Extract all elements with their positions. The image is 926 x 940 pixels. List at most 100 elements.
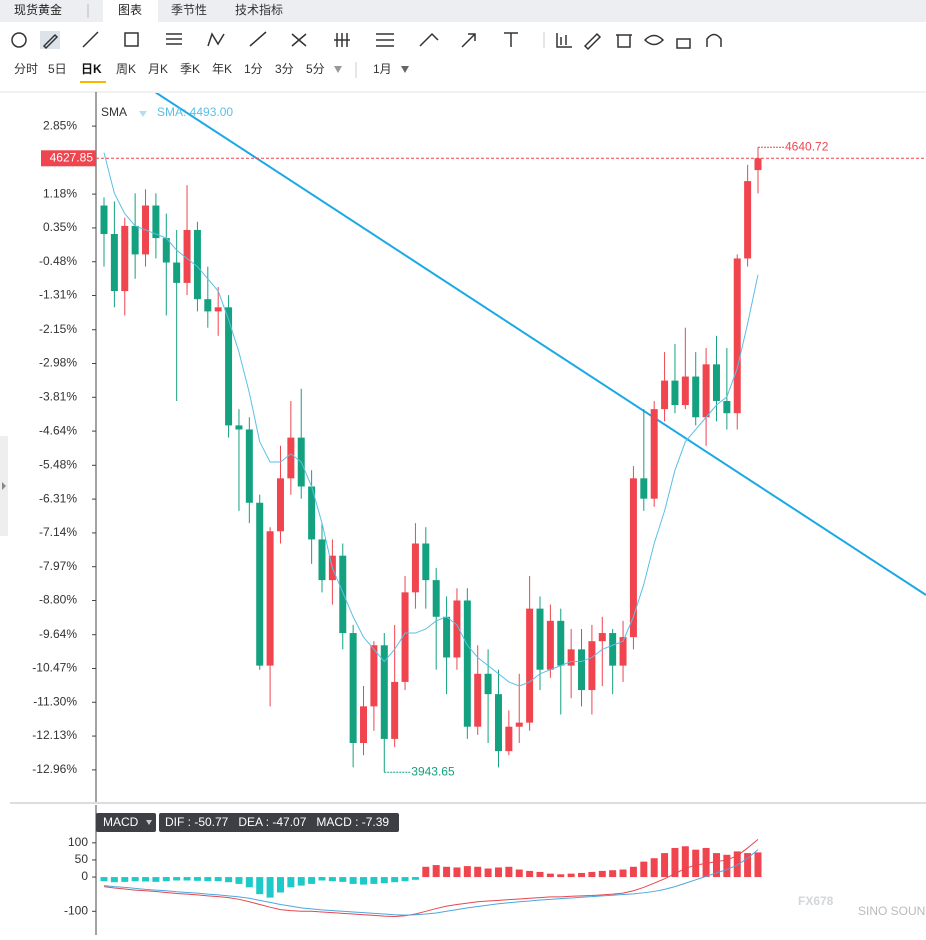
macd-bar [204, 877, 211, 881]
tool-icon[interactable] [677, 39, 690, 48]
indicator-name: MACD [103, 815, 139, 829]
tab[interactable]: 技术指标 [235, 2, 283, 17]
range-select[interactable]: 1月 [373, 62, 392, 76]
period-tab[interactable]: 月K [148, 62, 168, 76]
candle-body [339, 556, 346, 633]
tool-icon[interactable] [616, 35, 632, 47]
tool-icon[interactable] [504, 33, 518, 47]
dropdown-icon [139, 111, 147, 117]
y-tick-label: 100 [68, 835, 88, 849]
tool-icon[interactable] [585, 34, 600, 49]
tool-icon[interactable] [420, 34, 438, 46]
macd-bar [682, 846, 689, 877]
tool-icon[interactable] [83, 32, 98, 47]
macd-bar [588, 872, 595, 877]
candle-body [163, 238, 170, 262]
y-tick-label: -3.81% [39, 389, 77, 403]
candle-body [204, 299, 211, 311]
tool-icon[interactable] [376, 34, 394, 46]
tool-icon[interactable] [462, 34, 475, 47]
macd-bar [557, 874, 564, 877]
y-tick-label: 2.85% [43, 118, 77, 132]
tool-icon[interactable] [125, 33, 138, 46]
y-tick-label: -8.80% [39, 593, 77, 607]
candle-body [225, 307, 232, 425]
candle-body [734, 258, 741, 413]
indicator-readout: SMA: 4493.00 [157, 105, 233, 119]
tool-icon[interactable] [557, 33, 572, 47]
macd-bar [184, 877, 191, 880]
candle-body [350, 633, 357, 743]
candle-body [526, 609, 533, 723]
candle-body [370, 645, 377, 706]
macd-bar [578, 873, 585, 877]
macd-bar [277, 877, 284, 892]
trend-line[interactable] [155, 92, 926, 595]
macd-bar [453, 867, 460, 877]
tool-icon[interactable] [208, 34, 224, 46]
macd-bar [505, 867, 512, 877]
macd-bar [173, 877, 180, 880]
toolbar [12, 31, 721, 49]
candle-body [267, 531, 274, 665]
macd-bar [235, 877, 242, 884]
macd-bar [640, 862, 647, 877]
period-tab[interactable]: 季K [180, 62, 200, 76]
y-tick-label: -10.47% [32, 661, 77, 675]
candle-body [422, 543, 429, 580]
macd-bar [391, 877, 398, 882]
candle-body [277, 478, 284, 531]
macd-bar [474, 867, 481, 877]
macd-bar [516, 870, 523, 878]
candle-body [256, 503, 263, 666]
macd-bar [329, 877, 336, 881]
candle-body [651, 409, 658, 499]
tool-icon[interactable] [250, 32, 266, 46]
candle-body [235, 425, 242, 429]
tool-icon[interactable] [645, 36, 663, 45]
period-tab[interactable]: 年K [212, 62, 232, 76]
macd-bar [464, 866, 471, 877]
candle-body [464, 600, 471, 726]
dropdown-icon[interactable] [334, 66, 342, 73]
tab[interactable]: 季节性 [171, 3, 207, 17]
period-tab[interactable]: 分时 [14, 62, 38, 76]
period-tab[interactable]: 5日 [48, 62, 67, 76]
candle-body [609, 633, 616, 666]
tool-icon[interactable] [292, 34, 306, 46]
candle-body [505, 727, 512, 751]
tool-icon[interactable] [166, 34, 182, 44]
candle-body [744, 181, 751, 258]
tab[interactable]: 图表 [118, 3, 142, 17]
y-tick-label: -0.48% [39, 254, 77, 268]
indicator-name: SMA [101, 105, 127, 119]
candle-body [703, 364, 710, 417]
period-tab[interactable]: 3分 [275, 62, 294, 76]
macd-bar [630, 867, 637, 877]
y-tick-label: -2.98% [39, 356, 77, 370]
period-tab[interactable]: 周K [116, 62, 136, 76]
macd-bar [537, 872, 544, 877]
candle-body [433, 580, 440, 617]
y-tick-label: 1.18% [43, 186, 77, 200]
period-tab[interactable]: 日K [81, 62, 102, 76]
period-tab[interactable]: 5分 [306, 62, 325, 76]
macd-bar [339, 877, 346, 882]
tool-icon[interactable] [707, 35, 721, 48]
macd-bar [370, 877, 377, 884]
macd-bar [402, 877, 409, 881]
candle-body [132, 226, 139, 255]
macd-bar [723, 855, 730, 877]
candle-body [474, 674, 481, 727]
candle-body [723, 401, 730, 413]
macd-line [104, 850, 758, 915]
y-tick-label: -12.96% [32, 762, 77, 776]
tool-icon[interactable] [12, 33, 26, 47]
candle-body [121, 226, 128, 291]
candle-body [671, 381, 678, 405]
period-tab[interactable]: 1分 [244, 62, 263, 76]
y-tick-label: 50 [75, 852, 89, 866]
tool-icon[interactable] [334, 33, 350, 47]
candle-body [755, 158, 762, 170]
